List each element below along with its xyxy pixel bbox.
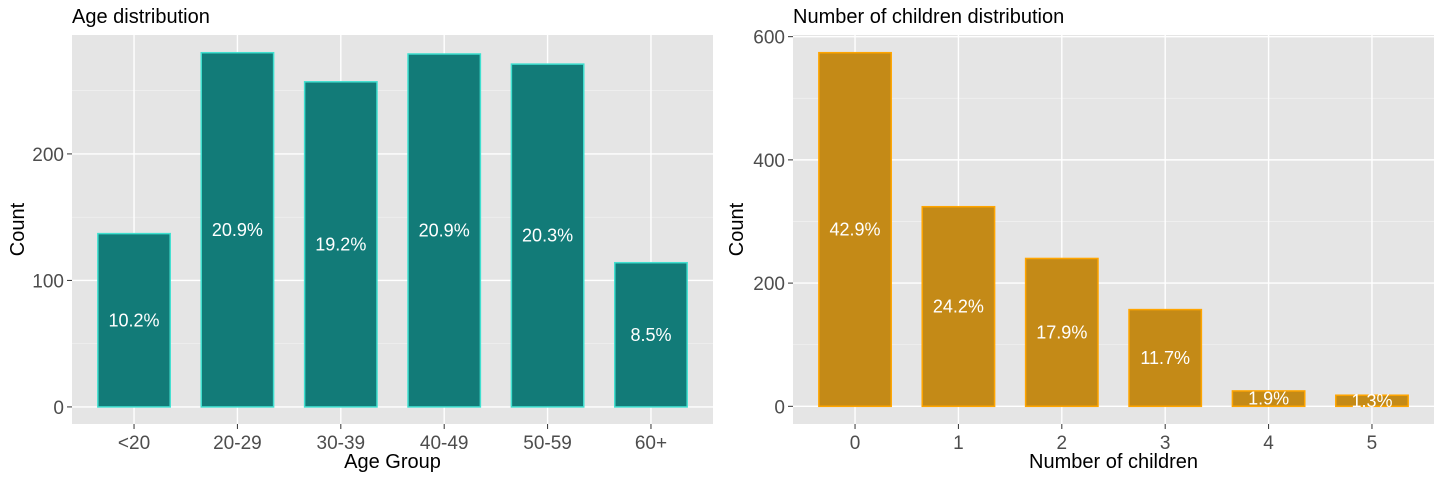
bar <box>200 51 275 408</box>
x-tick-label: 40-49 <box>420 433 469 454</box>
x-tick-label: 4 <box>1263 433 1274 454</box>
bar <box>818 51 892 408</box>
bar <box>1024 257 1099 408</box>
x-axis-ticks: <20 20-29 30-39 40-49 50-59 60+ <box>118 424 667 454</box>
x-tick-label: 2 <box>1057 433 1068 454</box>
chart-title: Number of children distribution <box>793 6 1064 28</box>
bars <box>818 51 1409 408</box>
bar <box>407 53 482 408</box>
x-axis-title: Age Group <box>344 451 441 473</box>
y-axis-title: Count <box>726 202 748 256</box>
x-axis-ticks: 0 1 2 3 4 5 <box>850 424 1378 454</box>
data-label: 11.7% <box>1140 348 1190 368</box>
bar <box>921 205 996 408</box>
data-label: 20.9% <box>212 220 263 240</box>
data-label: 24.2% <box>933 297 984 317</box>
plot-panel <box>72 35 713 424</box>
data-label: 1.9% <box>1248 389 1289 409</box>
y-tick-label: 100 <box>32 271 64 292</box>
y-tick-label: 200 <box>32 145 64 166</box>
chart-age-distribution: Age distribution 10.2% 20.9% 19.2% 20.9% 20.… <box>7 6 713 473</box>
bar <box>1335 394 1409 408</box>
y-axis-ticks: 0 200 400 600 <box>753 28 793 418</box>
x-tick-label: 30-39 <box>317 433 366 454</box>
plot-panel <box>793 35 1434 424</box>
y-tick-label: 0 <box>774 397 785 418</box>
x-axis-title: Number of children <box>1029 451 1198 473</box>
x-tick-label: 60+ <box>635 433 667 454</box>
bar <box>97 232 171 408</box>
data-label: 42.9% <box>830 220 881 240</box>
data-label: 1.3% <box>1351 391 1392 411</box>
y-tick-label: 600 <box>753 28 785 49</box>
x-tick-label: 3 <box>1160 433 1171 454</box>
y-tick-label: 0 <box>53 398 64 419</box>
data-label: 10.2% <box>109 310 160 330</box>
x-tick-label: 0 <box>850 433 861 454</box>
y-tick-label: 400 <box>753 151 785 172</box>
bar <box>614 261 688 408</box>
x-tick-label: 50-59 <box>523 433 572 454</box>
bar <box>1231 390 1306 408</box>
x-tick-label: <20 <box>118 433 150 454</box>
data-label: 8.5% <box>630 325 671 345</box>
bar-labels: 42.9% 24.2% 17.9% 11.7% 1.9% 1.3% <box>830 220 1393 411</box>
bar <box>303 81 378 408</box>
data-label: 19.2% <box>315 234 366 254</box>
bar <box>510 63 585 408</box>
data-label: 20.9% <box>419 220 470 240</box>
y-tick-label: 200 <box>753 274 785 295</box>
bar <box>1128 308 1203 408</box>
x-tick-label: 5 <box>1367 433 1378 454</box>
gridlines <box>793 35 1434 424</box>
y-axis-ticks: 0 100 200 <box>32 145 72 419</box>
data-label: 20.3% <box>522 226 573 246</box>
bars <box>97 51 688 408</box>
bar-labels: 10.2% 20.9% 19.2% 20.9% 20.3% 8.5% <box>109 220 672 345</box>
data-label: 17.9% <box>1036 322 1087 342</box>
chart-title: Age distribution <box>72 6 210 28</box>
chart-children-distribution: Number of children distribution 42.9% 24.… <box>726 6 1434 473</box>
y-axis-title: Count <box>7 202 29 256</box>
x-tick-label: 20-29 <box>213 433 262 454</box>
x-tick-label: 1 <box>953 433 964 454</box>
